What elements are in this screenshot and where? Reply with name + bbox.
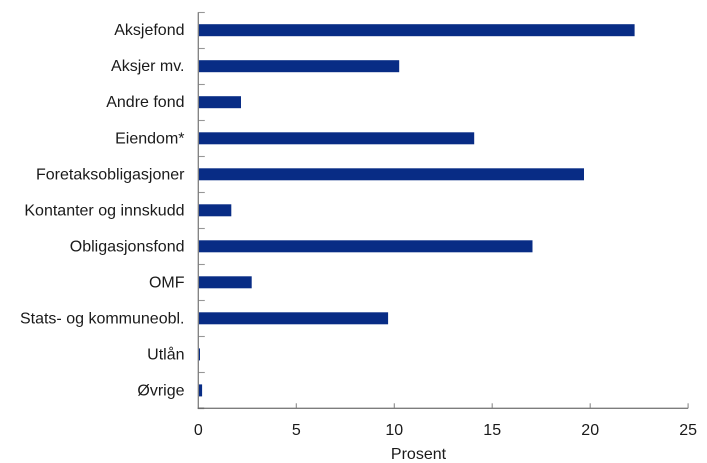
svg-text:OMF: OMF [149,274,185,291]
svg-text:10: 10 [385,422,403,439]
svg-text:Prosent: Prosent [391,446,447,463]
svg-text:Stats- og kommuneobl.: Stats- og kommuneobl. [20,310,185,327]
svg-text:Aksjer mv.: Aksjer mv. [111,58,184,75]
svg-text:25: 25 [679,422,697,439]
svg-text:0: 0 [194,422,203,439]
svg-text:Obligasjonsfond: Obligasjonsfond [70,238,185,255]
svg-text:Aksjefond: Aksjefond [114,22,184,39]
svg-text:5: 5 [292,422,301,439]
svg-text:Foretaksobligasjoner: Foretaksobligasjoner [36,166,185,183]
svg-text:15: 15 [483,422,501,439]
svg-text:Øvrige: Øvrige [137,382,184,399]
svg-text:Utlån: Utlån [147,345,184,363]
svg-text:Kontanter og innskudd: Kontanter og innskudd [24,202,184,219]
svg-text:Eiendom*: Eiendom* [115,130,184,147]
svg-text:20: 20 [581,422,599,439]
svg-text:Andre fond: Andre fond [106,94,184,111]
